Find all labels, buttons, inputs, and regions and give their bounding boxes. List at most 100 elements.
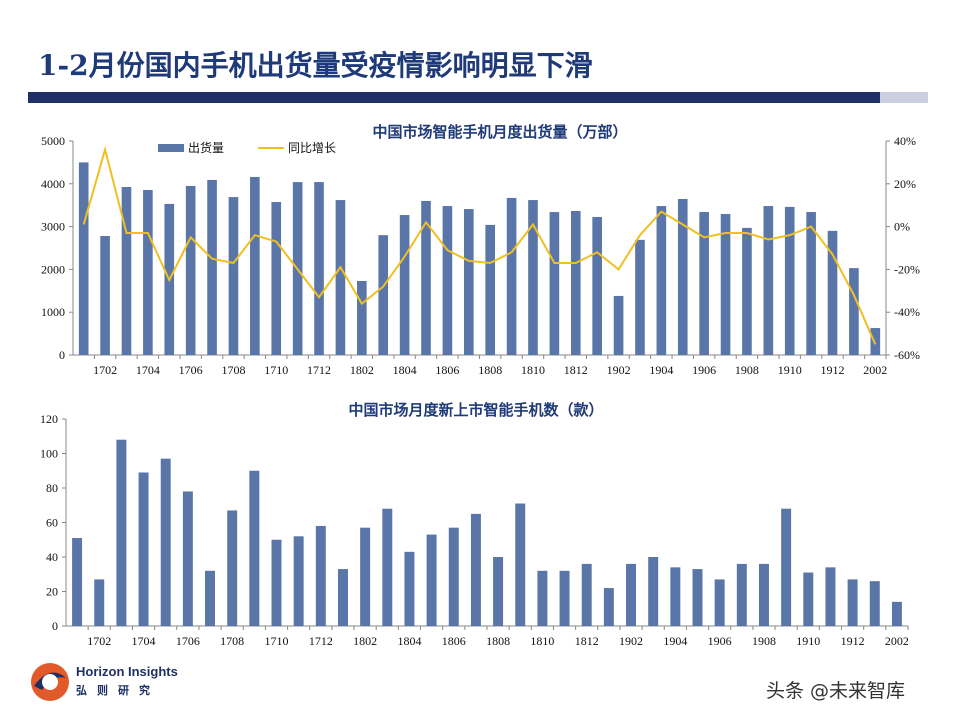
x-tick-label: 1912 bbox=[821, 363, 845, 377]
y-tick-label: 1000 bbox=[41, 305, 65, 319]
bar bbox=[207, 179, 217, 355]
bar bbox=[720, 213, 731, 355]
bar bbox=[293, 536, 304, 626]
bar bbox=[72, 538, 83, 626]
bar bbox=[537, 570, 548, 626]
bar bbox=[648, 557, 659, 626]
y-tick-label: 80 bbox=[46, 481, 58, 495]
bar bbox=[249, 470, 260, 626]
x-tick-label: 1704 bbox=[132, 634, 156, 648]
x-tick-label: 1910 bbox=[778, 363, 802, 377]
logo-en: Horizon Insights bbox=[76, 664, 178, 679]
bar bbox=[592, 216, 602, 355]
x-tick-label: 1902 bbox=[619, 634, 643, 648]
x-tick-label: 1904 bbox=[663, 634, 687, 648]
title-divider bbox=[28, 92, 928, 103]
bar bbox=[581, 563, 592, 626]
x-tick-label: 1708 bbox=[221, 363, 245, 377]
bar bbox=[250, 176, 260, 355]
bar bbox=[626, 563, 637, 626]
bar bbox=[827, 230, 838, 355]
chart1-title: 中国市场智能手机月度出货量（万部） bbox=[372, 123, 627, 141]
x-tick-label: 1810 bbox=[521, 363, 545, 377]
bar bbox=[742, 227, 752, 355]
x-tick-label: 1706 bbox=[179, 363, 203, 377]
bar bbox=[493, 557, 504, 626]
bar bbox=[335, 200, 346, 355]
bar bbox=[825, 567, 836, 626]
bar bbox=[357, 280, 367, 355]
bar bbox=[613, 295, 624, 355]
y-tick-label: 100 bbox=[40, 447, 58, 461]
bar bbox=[515, 503, 526, 626]
bar bbox=[506, 197, 517, 355]
x-tick-label: 1906 bbox=[692, 363, 716, 377]
x-tick-label: 1710 bbox=[264, 363, 288, 377]
bar bbox=[78, 162, 89, 355]
bar bbox=[314, 182, 324, 355]
y-tick-label: 2000 bbox=[41, 262, 65, 276]
bar bbox=[121, 187, 132, 355]
x-tick-label: 1810 bbox=[530, 634, 554, 648]
y-tick-label: 120 bbox=[40, 412, 58, 426]
x-tick-label: 1910 bbox=[796, 634, 820, 648]
x-tick-label: 1812 bbox=[564, 363, 588, 377]
x-tick-label: 1802 bbox=[350, 363, 374, 377]
bar bbox=[803, 572, 814, 626]
bar bbox=[763, 206, 774, 355]
x-tick-label: 1712 bbox=[307, 363, 331, 377]
legend-bar-swatch bbox=[158, 144, 184, 152]
x-tick-label: 1806 bbox=[442, 634, 466, 648]
bar bbox=[470, 513, 481, 626]
bar bbox=[670, 567, 681, 626]
bar bbox=[758, 563, 769, 626]
bar bbox=[421, 200, 431, 355]
bar bbox=[404, 551, 415, 626]
x-tick-label: 1804 bbox=[393, 363, 417, 377]
bar bbox=[677, 198, 688, 355]
y2-tick-label: -60% bbox=[894, 348, 920, 362]
page-title: 1-2月份国内手机出货量受疫情影响明显下滑 bbox=[38, 49, 593, 82]
logo-cn: 弘则研究 bbox=[76, 684, 160, 697]
bar bbox=[549, 212, 560, 355]
x-tick-label: 1708 bbox=[220, 634, 244, 648]
x-tick-label: 1808 bbox=[478, 363, 502, 377]
y-tick-label: 0 bbox=[59, 348, 65, 362]
bar bbox=[528, 200, 538, 355]
bar bbox=[378, 235, 389, 355]
bar bbox=[426, 534, 437, 626]
y-tick-label: 20 bbox=[46, 585, 58, 599]
legend-line-label: 同比增长 bbox=[288, 141, 336, 155]
x-tick-label: 1904 bbox=[649, 363, 673, 377]
x-tick-label: 1906 bbox=[708, 634, 732, 648]
y-tick-label: 3000 bbox=[41, 220, 65, 234]
bar bbox=[570, 210, 581, 355]
x-tick-label: 1806 bbox=[435, 363, 459, 377]
bar bbox=[806, 212, 816, 355]
bar bbox=[781, 508, 792, 626]
bar bbox=[360, 527, 371, 626]
x-tick-label: 1706 bbox=[176, 634, 200, 648]
bar bbox=[160, 458, 171, 626]
bar bbox=[100, 236, 110, 355]
bar bbox=[138, 472, 149, 626]
x-tick-label: 1802 bbox=[353, 634, 377, 648]
bar bbox=[228, 197, 239, 355]
bar bbox=[182, 491, 193, 626]
x-tick-label: 1908 bbox=[735, 363, 759, 377]
x-tick-label: 1912 bbox=[841, 634, 865, 648]
bar bbox=[714, 579, 725, 626]
bar bbox=[699, 212, 709, 355]
bar bbox=[337, 569, 348, 626]
bar bbox=[869, 581, 880, 626]
bar bbox=[463, 209, 474, 355]
bar bbox=[870, 328, 881, 355]
x-tick-label: 1808 bbox=[486, 634, 510, 648]
bar bbox=[382, 508, 393, 626]
bar bbox=[116, 439, 127, 626]
x-tick-label: 1710 bbox=[265, 634, 289, 648]
bar bbox=[227, 510, 238, 626]
yoy-growth-line bbox=[82, 145, 877, 345]
y2-tick-label: 40% bbox=[894, 134, 916, 148]
